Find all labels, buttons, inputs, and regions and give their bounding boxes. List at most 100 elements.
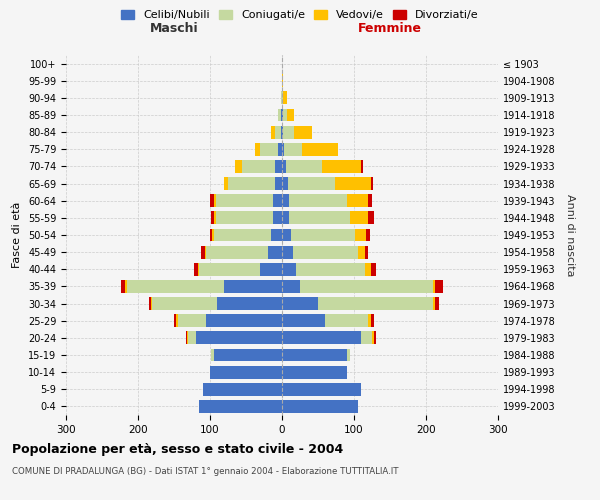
Bar — [302, 143, 338, 156]
Bar — [282, 263, 296, 276]
Bar — [282, 126, 283, 138]
Bar — [350, 212, 368, 224]
Bar — [206, 314, 282, 327]
Bar — [300, 280, 433, 293]
Bar — [214, 212, 216, 224]
Bar — [214, 194, 216, 207]
Bar — [242, 160, 275, 173]
Bar — [214, 348, 282, 362]
Bar — [199, 400, 282, 413]
Bar — [282, 92, 283, 104]
Bar — [282, 383, 361, 396]
Bar — [361, 160, 364, 173]
Bar — [275, 177, 282, 190]
Bar — [365, 263, 371, 276]
Bar — [282, 212, 289, 224]
Bar — [281, 108, 282, 122]
Text: Popolazione per età, sesso e stato civile - 2004: Popolazione per età, sesso e stato civil… — [12, 442, 343, 456]
Bar — [274, 194, 282, 207]
Bar — [318, 297, 433, 310]
Bar — [293, 246, 358, 258]
Bar — [202, 246, 205, 258]
Bar — [282, 332, 361, 344]
Bar — [278, 143, 282, 156]
Bar — [371, 263, 376, 276]
Bar — [152, 297, 217, 310]
Bar — [284, 143, 302, 156]
Bar — [194, 263, 198, 276]
Bar — [174, 314, 176, 327]
Bar — [282, 177, 288, 190]
Bar — [325, 314, 368, 327]
Bar — [217, 297, 282, 310]
Text: Femmine: Femmine — [358, 22, 422, 35]
Bar — [371, 314, 374, 327]
Bar — [282, 108, 283, 122]
Bar — [288, 177, 335, 190]
Bar — [289, 212, 350, 224]
Text: Maschi: Maschi — [149, 22, 199, 35]
Bar — [283, 108, 287, 122]
Bar — [224, 177, 228, 190]
Y-axis label: Fasce di età: Fasce di età — [13, 202, 22, 268]
Bar — [235, 160, 242, 173]
Y-axis label: Anni di nascita: Anni di nascita — [565, 194, 575, 276]
Bar — [212, 228, 214, 241]
Bar — [121, 280, 125, 293]
Bar — [275, 160, 282, 173]
Bar — [282, 194, 289, 207]
Bar — [282, 74, 283, 87]
Bar — [282, 314, 325, 327]
Bar — [210, 366, 282, 378]
Bar — [178, 314, 206, 327]
Bar — [287, 108, 294, 122]
Bar — [260, 143, 278, 156]
Bar — [289, 194, 347, 207]
Bar — [214, 228, 271, 241]
Legend: Celibi/Nubili, Coniugati/e, Vedovi/e, Divorziati/e: Celibi/Nubili, Coniugati/e, Vedovi/e, Di… — [117, 6, 483, 25]
Bar — [366, 228, 370, 241]
Bar — [216, 194, 274, 207]
Bar — [372, 332, 374, 344]
Bar — [282, 246, 293, 258]
Bar — [281, 92, 282, 104]
Bar — [282, 400, 358, 413]
Bar — [149, 297, 151, 310]
Bar — [433, 280, 436, 293]
Bar — [282, 160, 286, 173]
Bar — [185, 332, 187, 344]
Bar — [290, 228, 355, 241]
Bar — [436, 297, 439, 310]
Bar — [436, 280, 443, 293]
Bar — [198, 263, 199, 276]
Bar — [125, 280, 127, 293]
Bar — [199, 263, 260, 276]
Bar — [206, 246, 268, 258]
Bar — [286, 160, 322, 173]
Bar — [176, 314, 178, 327]
Bar — [271, 228, 282, 241]
Bar — [151, 297, 152, 310]
Bar — [358, 246, 365, 258]
Bar — [205, 246, 206, 258]
Bar — [322, 160, 361, 173]
Bar — [254, 143, 260, 156]
Bar — [188, 332, 196, 344]
Bar — [282, 143, 284, 156]
Bar — [365, 246, 368, 258]
Bar — [371, 177, 373, 190]
Bar — [216, 212, 274, 224]
Bar — [294, 126, 312, 138]
Bar — [283, 92, 287, 104]
Bar — [335, 177, 371, 190]
Text: COMUNE DI PRADALUNGA (BG) - Dati ISTAT 1° gennaio 2004 - Elaborazione TUTTITALIA: COMUNE DI PRADALUNGA (BG) - Dati ISTAT 1… — [12, 468, 398, 476]
Bar — [374, 332, 376, 344]
Bar — [283, 126, 294, 138]
Bar — [282, 228, 290, 241]
Bar — [127, 280, 224, 293]
Bar — [260, 263, 282, 276]
Bar — [368, 212, 374, 224]
Bar — [274, 212, 282, 224]
Bar — [228, 177, 275, 190]
Bar — [361, 332, 372, 344]
